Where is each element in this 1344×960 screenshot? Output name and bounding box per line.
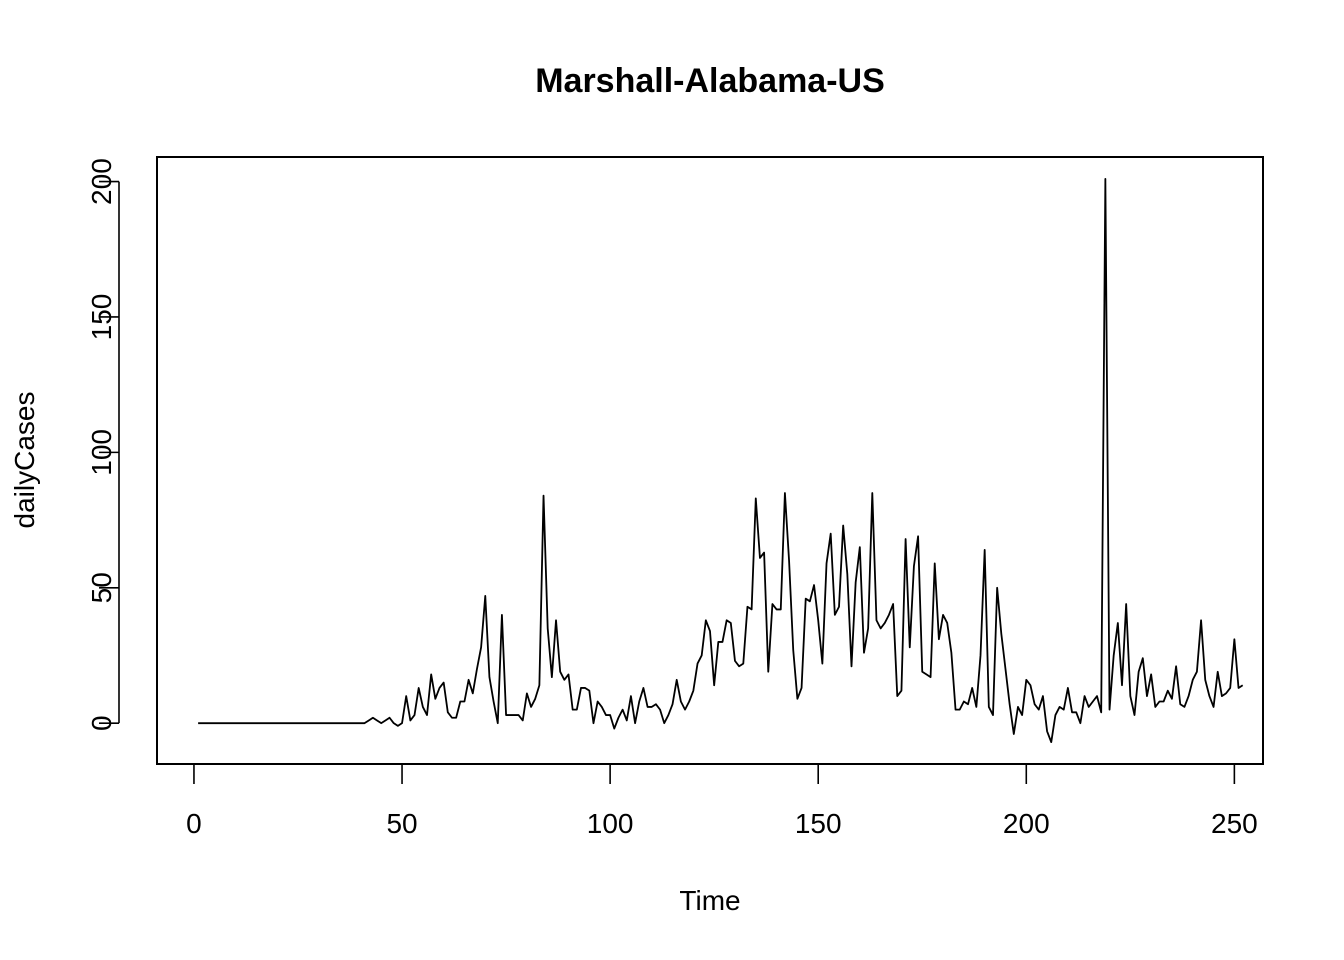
x-tick-label: 200	[1003, 808, 1050, 839]
x-tick-label: 100	[587, 808, 634, 839]
y-tick-label: 200	[86, 158, 117, 205]
x-tick-label: 150	[795, 808, 842, 839]
y-tick-label: 0	[86, 715, 117, 731]
x-tick-label: 250	[1211, 808, 1258, 839]
x-tick-label: 50	[386, 808, 417, 839]
y-tick-label: 150	[86, 294, 117, 341]
series-layer	[198, 177, 1244, 744]
x-axis-label: Time	[679, 885, 740, 916]
chart-title: Marshall-Alabama-US	[535, 62, 885, 100]
y-tick-label: 50	[86, 572, 117, 603]
series-line-1	[198, 177, 1244, 744]
y-axis: 0 50 100 150 200	[86, 158, 120, 731]
y-tick-label: 100	[86, 429, 117, 476]
x-axis: 0 50 100 150 200 250	[186, 763, 1258, 839]
plot-frame	[156, 156, 1264, 765]
y-axis-label: dailyCases	[9, 392, 40, 529]
x-tick-label: 0	[186, 808, 202, 839]
